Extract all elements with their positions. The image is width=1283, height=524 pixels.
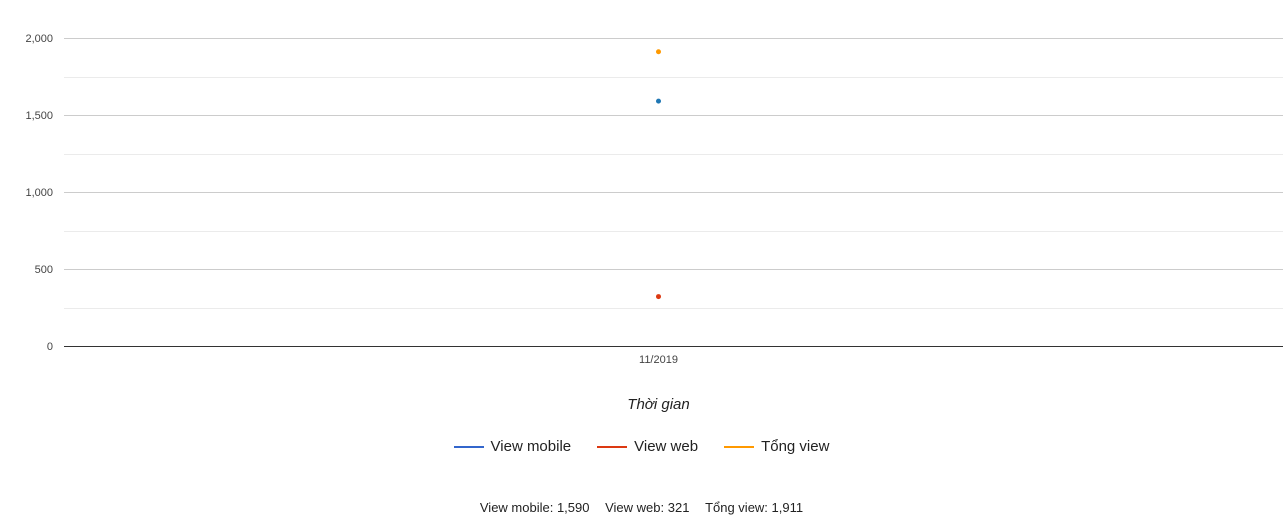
x-axis-title: Thời gian [627,396,689,413]
legend-item-view-mobile[interactable]: View mobile [453,438,572,455]
legend-swatch-view-web [597,445,628,448]
data-points [656,49,661,300]
gridlines [64,38,1283,347]
legend-label-view-web: View web [634,438,699,455]
summary: View mobile: 1,590 View web: 321 Tổng vi… [0,500,1283,515]
data-point-tổng-view[interactable] [656,49,661,55]
y-axis-ticks: 0 500 1,000 1,500 2,000 [25,33,53,353]
data-point-view-mobile[interactable] [656,98,661,104]
data-point-view-web[interactable] [656,294,661,300]
y-tick-label: 0 [47,341,53,353]
legend-label-view-mobile: View mobile [490,438,572,455]
legend: View mobile View web Tổng view [0,438,1283,455]
summary-total: Tổng view: 1,911 [705,500,804,515]
legend-label-tong-view: Tổng view [761,438,830,455]
summary-web: View web: 321 [605,500,690,515]
chart: 0 500 1,000 1,500 2,000 11/2019 Thời gian [25,33,1283,413]
x-tick-label: 11/2019 [639,354,678,366]
y-tick-label: 2,000 [25,33,53,45]
legend-swatch-view-mobile [453,445,484,448]
y-tick-label: 500 [35,264,53,276]
y-tick-label: 1,000 [25,187,53,199]
legend-swatch-tong-view [724,445,755,448]
x-axis-ticks: 11/2019 [639,354,678,366]
legend-item-view-web[interactable]: View web [597,438,698,455]
summary-mobile: View mobile: 1,590 [479,500,590,515]
y-tick-label: 1,500 [25,110,53,122]
legend-item-tong-view[interactable]: Tổng view [724,438,829,455]
